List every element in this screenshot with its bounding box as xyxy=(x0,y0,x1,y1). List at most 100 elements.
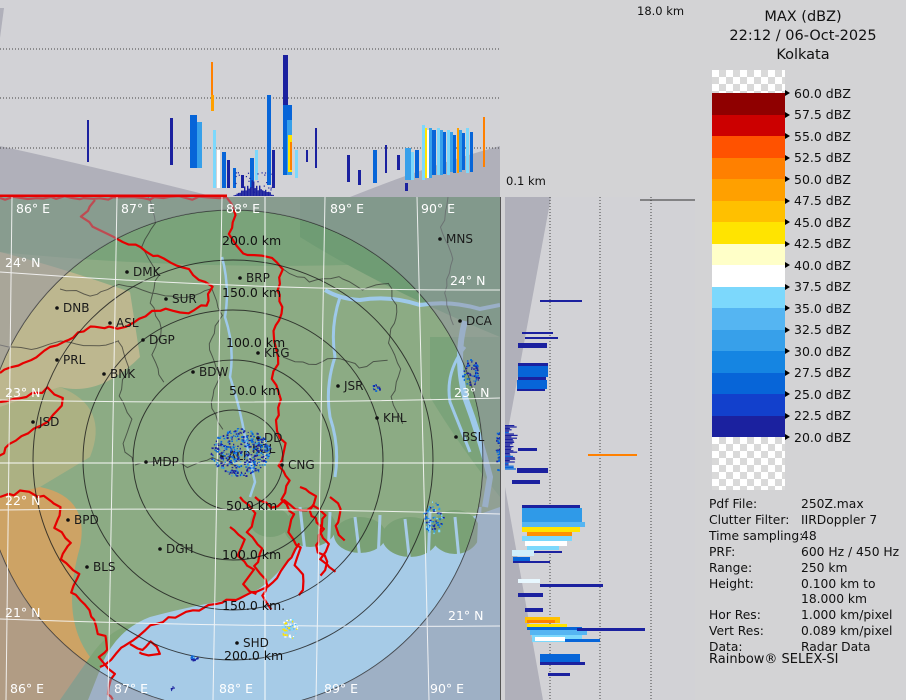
echo-pixel xyxy=(244,461,247,463)
echo-bar xyxy=(518,366,548,377)
echo-pixel xyxy=(231,472,234,474)
meta-key: Pdf File: xyxy=(709,497,758,511)
scale-tick-label: 60.0 dBZ xyxy=(785,86,851,101)
echo-column xyxy=(405,148,411,180)
echo-pixel xyxy=(235,473,237,476)
echo-pixel xyxy=(265,440,268,442)
clutter-pixel xyxy=(505,447,512,449)
ew-cross-section-plot xyxy=(0,8,500,197)
echo-pixel xyxy=(265,450,267,452)
echo-pixel xyxy=(467,362,470,365)
echo-pixel xyxy=(231,456,233,458)
echo-pixel xyxy=(234,430,237,433)
echo-pixel xyxy=(223,446,225,447)
echo-pixel xyxy=(281,630,284,632)
echo-column xyxy=(422,125,425,180)
echo-pixel xyxy=(258,439,260,441)
echo-pixel xyxy=(249,461,252,463)
tick-arrow-icon xyxy=(785,262,790,268)
echo-pixel xyxy=(423,512,426,515)
clutter-pixel xyxy=(505,464,509,466)
range-ring-label: 150.0 km xyxy=(222,285,281,300)
echo-pixel xyxy=(233,434,235,437)
echo-pixel xyxy=(224,470,227,473)
latlon-grid xyxy=(0,197,500,700)
clutter-pixel xyxy=(505,451,518,453)
echo-pixel xyxy=(233,431,235,434)
echo-column xyxy=(306,150,308,162)
dbz-value: 32.5 dBZ xyxy=(794,322,851,337)
scan-datetime: 22:12 / 06-Oct-2025 xyxy=(729,28,877,44)
echo-column xyxy=(429,128,432,178)
echo-pixel xyxy=(226,459,229,461)
echo-pixel xyxy=(246,470,249,472)
echo-pixel xyxy=(245,453,248,456)
dbz-value: 20.0 dBZ xyxy=(794,429,851,445)
scale-tick-label: 52.5 dBZ xyxy=(785,150,851,165)
echo-pixel xyxy=(475,366,477,369)
echo-pixel xyxy=(432,501,433,503)
echo-pixel xyxy=(466,360,469,362)
echo-pixel xyxy=(217,436,220,439)
echo-pixel xyxy=(292,637,294,639)
echo-pixel xyxy=(220,444,223,447)
clutter-pixel xyxy=(257,181,259,183)
state-boundary-path xyxy=(129,640,161,657)
echo-pixel xyxy=(429,507,432,509)
echo-pixel xyxy=(475,375,478,378)
echo-column xyxy=(437,128,440,175)
echo-pixel xyxy=(215,443,217,446)
echo-pixel xyxy=(432,506,434,508)
district-boundary-path xyxy=(59,283,213,299)
echo-pixel xyxy=(257,469,259,472)
station-dot xyxy=(108,321,112,325)
echo-pixel xyxy=(235,451,238,454)
echo-pixel xyxy=(229,460,231,463)
map-labels: 86° E 87° E 88° E 89° E 90° E 86° E 87° E 88° E… xyxy=(5,201,493,696)
echo-pixel xyxy=(235,453,237,455)
echo-pixel xyxy=(434,524,436,526)
echo-pixel xyxy=(239,431,241,433)
color-swatch xyxy=(712,265,785,287)
echo-pixel xyxy=(252,433,254,436)
echo-pixel xyxy=(285,624,287,626)
station-dot xyxy=(454,435,458,439)
echo-column xyxy=(432,130,436,175)
station-dot xyxy=(55,358,59,362)
echo-pixel xyxy=(245,450,248,453)
echo-pixel xyxy=(266,444,269,447)
echo-pixel xyxy=(474,370,477,372)
echo-column xyxy=(272,150,275,188)
echo-pixel xyxy=(226,464,229,467)
echo-pixel xyxy=(223,437,225,439)
echo-pixel xyxy=(429,519,432,522)
echo-pixel xyxy=(231,436,233,438)
clutter-pixel xyxy=(505,455,514,457)
echo-column xyxy=(290,142,292,170)
echo-pixel xyxy=(243,445,245,447)
tick-arrow-icon xyxy=(785,326,790,333)
echo-pixel xyxy=(236,439,238,442)
echo-pixel xyxy=(220,466,222,469)
state-boundary-path xyxy=(329,496,346,542)
beam-blockage-left xyxy=(0,146,215,197)
clutter-pixel xyxy=(238,174,240,176)
lon-label-top: 89° E xyxy=(330,201,364,216)
echo-pixel xyxy=(222,467,225,469)
echo-pixel xyxy=(254,468,257,470)
echo-pixel xyxy=(428,521,430,523)
echo-pixel xyxy=(245,461,248,463)
color-swatch xyxy=(712,372,785,394)
meta-value: Radar Data xyxy=(801,640,871,654)
echo-pixel xyxy=(246,439,248,441)
echo-pixel xyxy=(476,367,479,369)
clutter-pixel xyxy=(259,185,261,196)
echo-column xyxy=(440,130,443,175)
echo-bar xyxy=(518,593,543,597)
color-swatch xyxy=(712,286,785,308)
echo-pixel xyxy=(231,474,233,477)
echo-pixel xyxy=(225,448,228,451)
echo-bar xyxy=(518,579,540,583)
echo-pixel xyxy=(233,431,235,432)
ns-clutter-speckle xyxy=(505,425,518,470)
